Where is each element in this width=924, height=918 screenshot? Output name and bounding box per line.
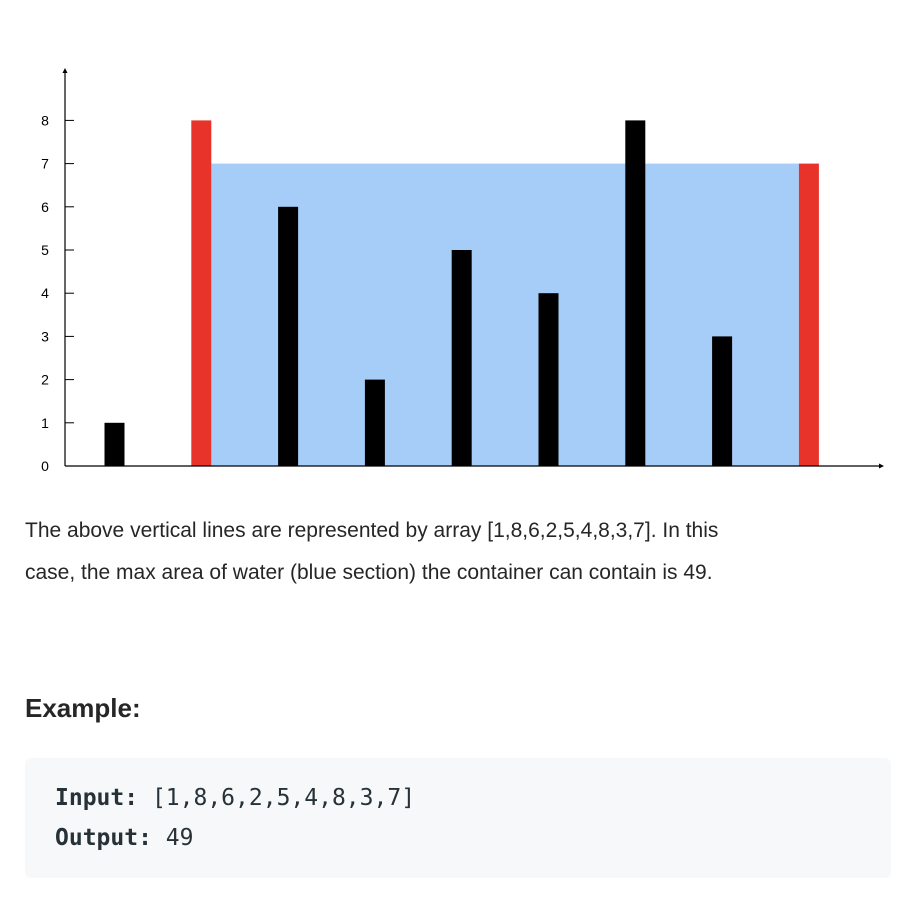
bar-1 [104,422,125,466]
water-area [211,163,799,466]
y-tick-label-3: 3 [41,328,49,344]
bar-8 [712,336,733,466]
y-tick-label-0: 0 [41,458,49,474]
example-heading: Example: [25,693,141,723]
input-line: Input: [1,8,6,2,5,4,8,3,7] [55,778,891,818]
y-axis-arrow [62,68,68,73]
description-line-1: The above vertical lines are represented… [25,519,719,542]
y-tick-label-8: 8 [41,112,49,128]
bar-3 [278,206,299,467]
bar-4 [364,379,385,466]
output-label: Output: [55,825,152,851]
bars-group [104,120,819,467]
input-label: Input: [55,785,139,811]
description-line-2: case, the max area of water (blue sectio… [25,561,713,584]
y-tick-label-7: 7 [41,156,49,172]
input-value: [1,8,6,2,5,4,8,3,7] [138,785,416,811]
bar-9 [798,163,819,466]
bar-5 [451,250,472,466]
y-tick-label-2: 2 [41,372,49,388]
y-tick-label-6: 6 [41,199,49,215]
y-tick-label-4: 4 [41,285,49,301]
output-value: 49 [151,825,194,851]
bar-chart: 0 1 2 3 4 5 6 7 8 [41,68,884,474]
y-ticks-group: 0 1 2 3 4 5 6 7 8 [41,112,74,474]
x-axis-arrow [879,463,884,469]
output-line: Output: 49 [55,818,891,858]
bar-7 [625,120,646,467]
problem-description: The above vertical lines are represented… [25,510,895,594]
y-tick-label-5: 5 [41,242,49,258]
bar-6 [538,293,559,466]
bar-2 [191,120,212,467]
y-tick-label-1: 1 [41,415,49,431]
example-code-block: Input: [1,8,6,2,5,4,8,3,7] Output: 49 [25,758,891,878]
